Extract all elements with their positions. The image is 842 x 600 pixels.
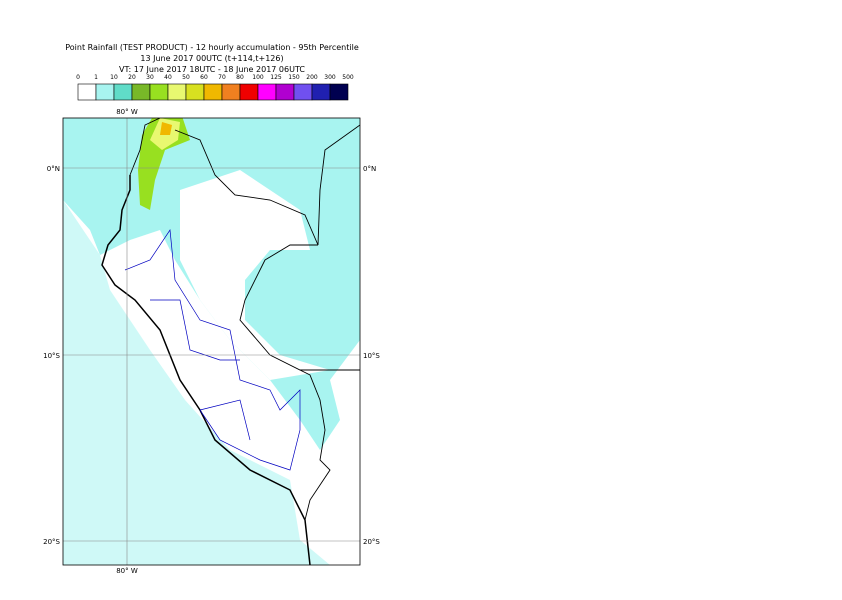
- legend-label: 1: [94, 74, 98, 81]
- lon-label: 80° W: [116, 567, 138, 575]
- legend-label: 100: [252, 74, 264, 81]
- dry-area: [180, 170, 330, 380]
- legend-swatch: [221, 83, 241, 101]
- lon-label: 80° W: [116, 108, 138, 116]
- map: 80° W 80° W 0°N 0°N 10°S 10°S 20°S 20°S: [43, 108, 380, 575]
- legend-label: 300: [324, 74, 336, 81]
- legend-label: 150: [288, 74, 300, 81]
- lat-label: 10°S: [43, 352, 60, 360]
- valid-time: VT: 17 June 2017 18UTC - 18 June 2017 06…: [119, 65, 305, 74]
- legend: 0 1 10 20 30 40 50 60 70 80 100 125 150 200 300 500: [76, 74, 354, 101]
- legend-swatch: [131, 83, 151, 101]
- coastline: [101, 175, 311, 565]
- legend-label: 60: [200, 74, 208, 81]
- legend-swatch: [329, 83, 349, 101]
- legend-swatch: [113, 83, 133, 101]
- rain-area: [160, 122, 172, 135]
- legend-label: 80: [236, 74, 244, 81]
- lat-label: 20°S: [43, 538, 60, 546]
- legend-swatch: [167, 83, 187, 101]
- legend-swatch: [77, 83, 97, 101]
- legend-swatch: [203, 83, 223, 101]
- subtitle: 13 June 2017 00UTC (t+114,t+126): [140, 54, 283, 63]
- legend-label: 0: [76, 74, 80, 81]
- legend-label: 40: [164, 74, 172, 81]
- lat-label: 0°N: [47, 165, 60, 173]
- legend-swatch: [257, 83, 277, 101]
- lat-label: 10°S: [363, 352, 380, 360]
- legend-label: 125: [270, 74, 282, 81]
- legend-label: 500: [342, 74, 354, 81]
- map-frame: [62, 117, 361, 566]
- region-borders: [124, 228, 301, 471]
- legend-swatch: [149, 83, 169, 101]
- legend-swatch: [95, 83, 115, 101]
- legend-swatch: [293, 83, 313, 101]
- legend-label: 70: [218, 74, 226, 81]
- rain-area: [63, 200, 330, 565]
- legend-swatch: [275, 83, 295, 101]
- lat-label: 20°S: [363, 538, 380, 546]
- legend-swatch: [239, 83, 259, 101]
- title: Point Rainfall (TEST PRODUCT) - 12 hourl…: [65, 43, 359, 52]
- borders: [129, 118, 360, 521]
- legend-label: 50: [182, 74, 190, 81]
- legend-swatch: [311, 83, 331, 101]
- legend-label: 30: [146, 74, 154, 81]
- rain-area: [138, 118, 190, 210]
- legend-label: 20: [128, 74, 136, 81]
- lat-label: 0°N: [363, 165, 376, 173]
- legend-swatch: [185, 83, 205, 101]
- legend-label: 10: [110, 74, 118, 81]
- legend-label: 200: [306, 74, 318, 81]
